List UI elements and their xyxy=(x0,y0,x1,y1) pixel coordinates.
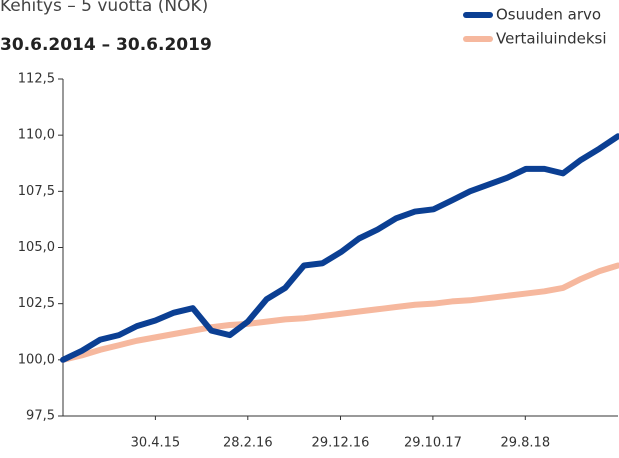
chart-subtitle: 30.6.2014 – 30.6.2019 xyxy=(0,35,212,55)
legend-label: Vertailuindeksi xyxy=(496,30,607,48)
y-tick-label: 100,0 xyxy=(18,352,55,367)
y-tick-label: 110,0 xyxy=(18,128,55,143)
x-tick-label: 29.8.18 xyxy=(500,436,550,451)
chart-title: Kehitys – 5 vuotta (NOK) xyxy=(0,0,208,16)
y-tick-label: 102,5 xyxy=(18,296,55,311)
y-tick-label: 112,5 xyxy=(18,72,55,87)
y-tick-label: 105,0 xyxy=(18,240,55,255)
x-tick-label: 30.4.15 xyxy=(131,436,181,451)
x-tick-label: 29.10.17 xyxy=(404,436,462,451)
y-tick-label: 97,5 xyxy=(26,409,55,424)
x-tick-label: 29.12.16 xyxy=(312,436,370,451)
data-line xyxy=(60,262,619,363)
data-line xyxy=(60,133,619,363)
legend-label: Osuuden arvo xyxy=(496,6,601,24)
x-tick-label: 28.2.16 xyxy=(223,436,273,451)
y-tick-label: 107,5 xyxy=(18,184,55,199)
